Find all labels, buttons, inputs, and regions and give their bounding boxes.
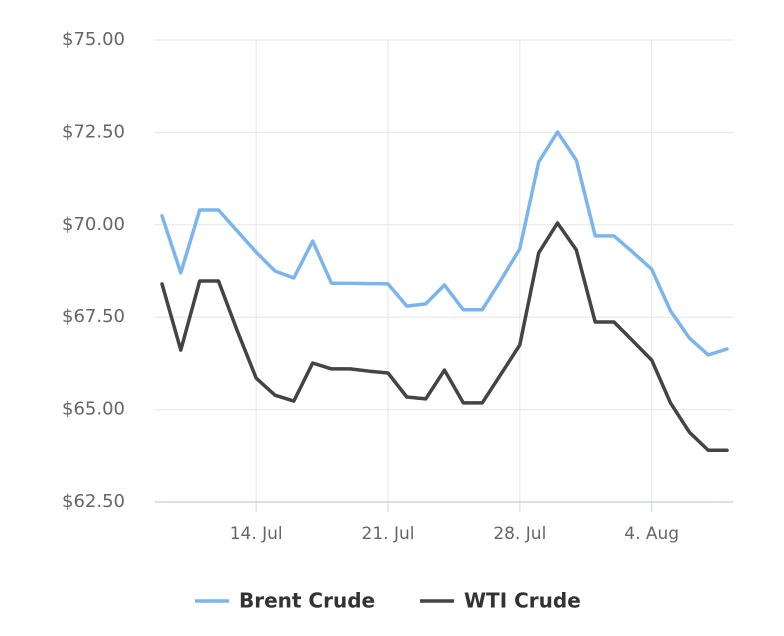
x-tick-label: 14. Jul: [230, 524, 283, 544]
y-tick-label: $72.50: [62, 121, 125, 142]
y-tick-label: $75.00: [62, 29, 125, 50]
legend-label: Brent Crude: [239, 589, 375, 613]
x-tick-label: 4. Aug: [624, 524, 679, 544]
x-tick-label: 28. Jul: [493, 524, 546, 544]
y-tick-label: $70.00: [62, 214, 125, 235]
legend-label: WTI Crude: [464, 589, 581, 613]
y-tick-label: $67.50: [62, 306, 125, 327]
series-line: [160, 130, 729, 357]
x-tick-label: 21. Jul: [362, 524, 415, 544]
y-tick-label: $62.50: [62, 491, 125, 512]
series-line: [160, 221, 729, 453]
y-tick-label: $65.00: [62, 399, 125, 420]
